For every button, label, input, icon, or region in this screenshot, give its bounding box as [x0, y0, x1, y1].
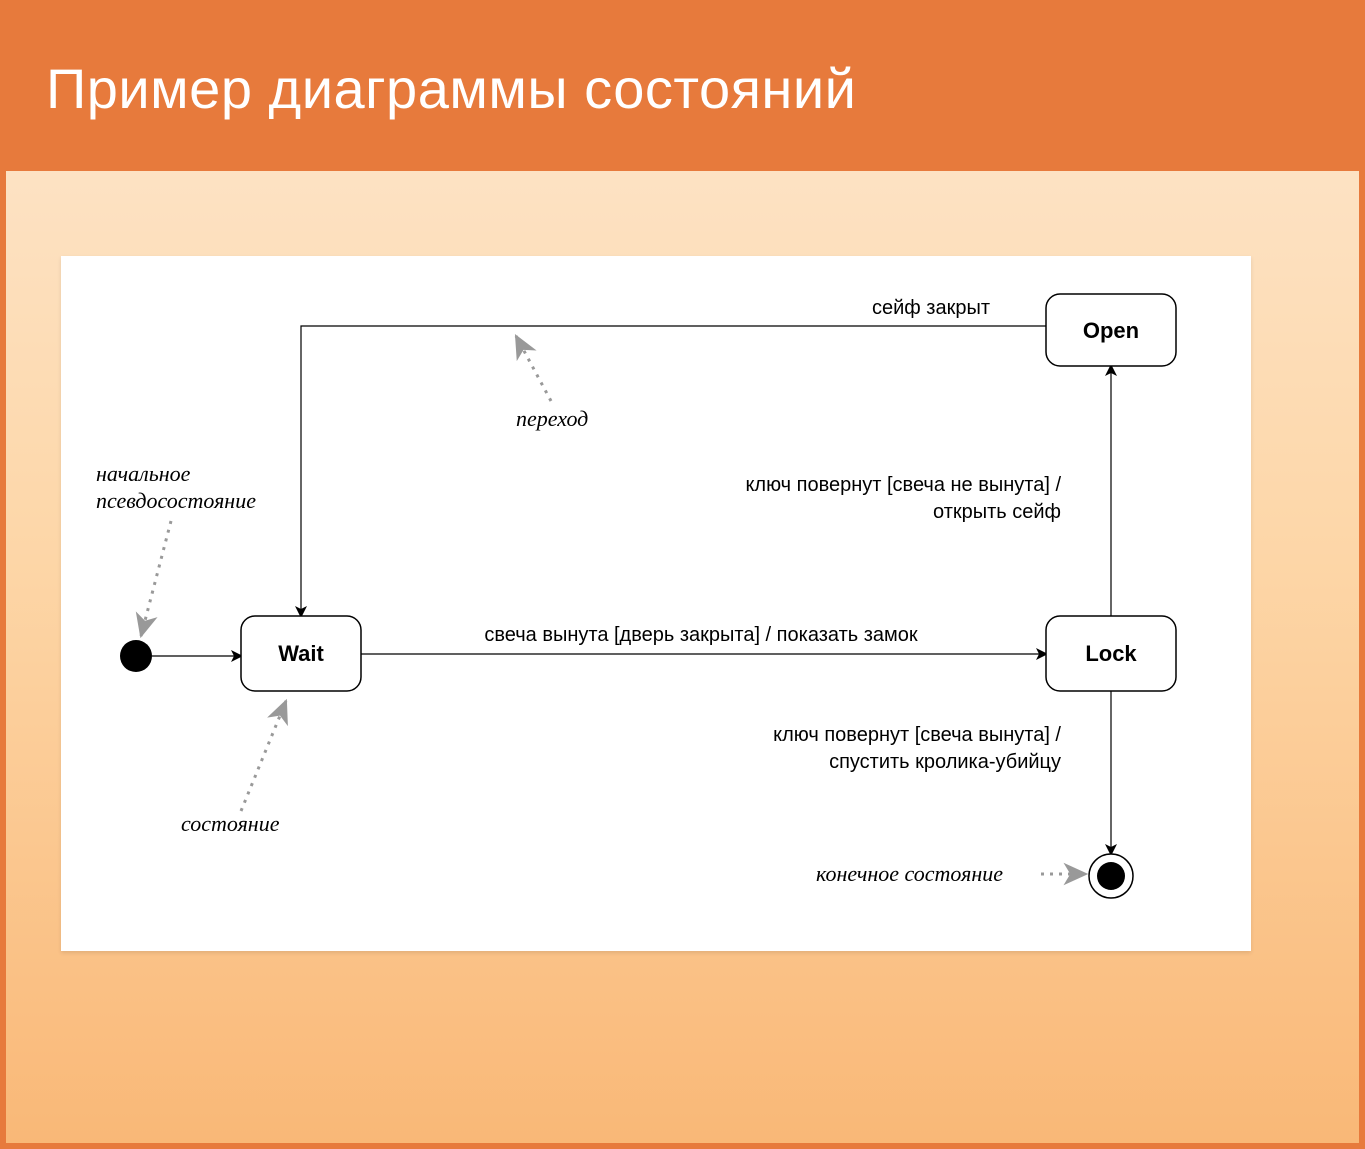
slide-frame: Пример диаграммы состояний	[0, 0, 1365, 1149]
node-initial	[120, 640, 152, 672]
annot-initial-pseudo-2: псевдосостояние	[96, 488, 256, 513]
annot-transition: переход	[516, 406, 588, 431]
node-lock-label: Lock	[1085, 641, 1137, 666]
state-diagram-svg: свеча вынута [дверь закрыта] / показать …	[61, 256, 1251, 951]
annot-state: состояние	[181, 811, 280, 836]
slide-title: Пример диаграммы состояний	[46, 56, 856, 121]
edges-group: свеча вынута [дверь закрыта] / показать …	[152, 297, 1111, 854]
edge-lock-to-final-label1: ключ повернут [свеча вынута] /	[773, 724, 1061, 746]
node-wait-label: Wait	[278, 641, 324, 666]
edge-lock-to-open-label2: открыть сейф	[933, 501, 1061, 523]
edge-open-to-wait	[301, 326, 1046, 616]
edge-lock-to-final-label2: спустить кролика-убийцу	[829, 751, 1061, 773]
content-area: свеча вынута [дверь закрыта] / показать …	[6, 171, 1359, 1143]
annotation-pointers	[141, 336, 1086, 874]
edge-open-to-wait-label: сейф закрыт	[872, 297, 990, 319]
annot-initial-pseudo-1: начальное	[96, 461, 191, 486]
pointer-state	[241, 701, 286, 811]
nodes-group: Wait Open Lock	[120, 294, 1176, 898]
annot-final: конечное состояние	[816, 861, 1003, 886]
pointer-initial-pseudo	[141, 521, 171, 636]
pointer-transition	[516, 336, 551, 401]
node-open-label: Open	[1083, 318, 1139, 343]
edge-wait-to-lock-label: свеча вынута [дверь закрыта] / показать …	[484, 624, 917, 646]
title-bar: Пример диаграммы состояний	[6, 6, 1359, 171]
diagram-container: свеча вынута [дверь закрыта] / показать …	[61, 256, 1251, 951]
edge-lock-to-open-label1: ключ повернут [свеча не вынута] /	[745, 474, 1061, 496]
node-final-inner	[1097, 862, 1125, 890]
